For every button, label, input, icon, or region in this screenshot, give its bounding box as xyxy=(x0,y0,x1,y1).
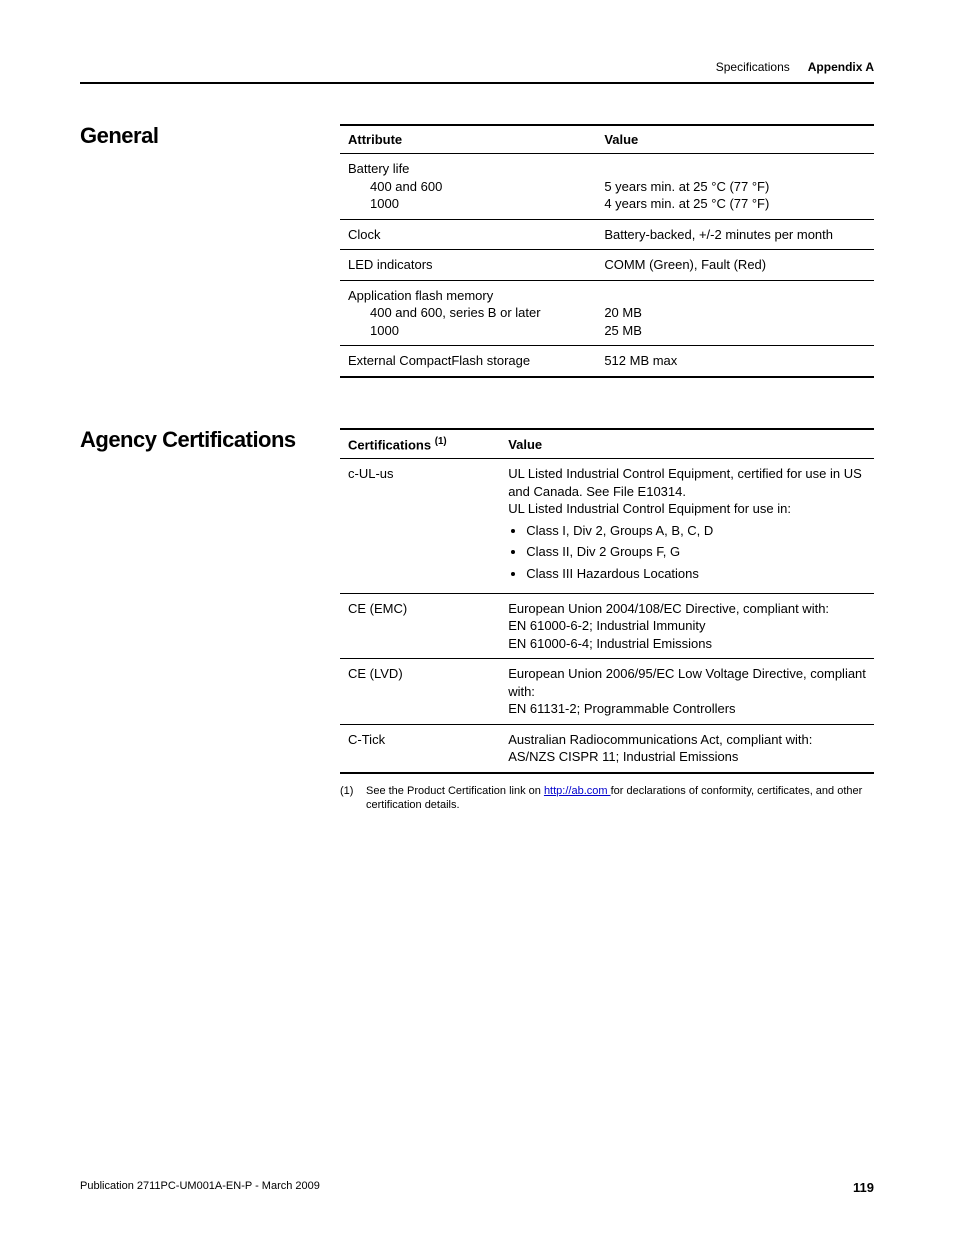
bullet-item: Class III Hazardous Locations xyxy=(526,565,866,583)
cell-value: 20 MB 25 MB xyxy=(596,280,874,346)
footer-page-num: 119 xyxy=(853,1180,874,1195)
cell-value: UL Listed Industrial Control Equipment, … xyxy=(500,459,874,593)
cell-value: Battery-backed, +/-2 minutes per month xyxy=(596,219,874,250)
page-footer: Publication 2711PC-UM001A-EN-P - March 2… xyxy=(80,1180,874,1195)
cell-value: European Union 2006/95/EC Low Voltage Di… xyxy=(500,659,874,725)
value-line: EN 61000-6-2; Industrial Immunity xyxy=(508,618,705,633)
bullet-item: Class I, Div 2, Groups A, B, C, D xyxy=(526,522,866,540)
value-line: European Union 2006/95/EC Low Voltage Di… xyxy=(508,666,866,699)
cell-value: 5 years min. at 25 °C (77 °F) 4 years mi… xyxy=(596,154,874,220)
value-line: 20 MB xyxy=(604,305,642,320)
value-line: UL Listed Industrial Control Equipment f… xyxy=(508,501,791,516)
section-agency: Agency Certifications Certifications (1)… xyxy=(80,428,874,813)
footnote-pre: See the Product Certification link on xyxy=(366,785,544,797)
attr-label: Application flash memory xyxy=(348,288,493,303)
header-specs: Specifications xyxy=(716,60,790,74)
footnote-link[interactable]: http://ab.com xyxy=(544,785,611,797)
cell-value: Australian Radiocommunications Act, comp… xyxy=(500,724,874,773)
table-row: Clock Battery-backed, +/-2 minutes per m… xyxy=(340,219,874,250)
cell-cert: CE (EMC) xyxy=(340,593,500,659)
agency-table: Certifications (1) Value c-UL-us UL List… xyxy=(340,428,874,774)
table-header-row: Attribute Value xyxy=(340,125,874,154)
page-container: Specifications Appendix A General Attrib… xyxy=(0,0,954,1235)
value-line: Australian Radiocommunications Act, comp… xyxy=(508,732,812,747)
general-table: Attribute Value Battery life 400 and 600… xyxy=(340,124,874,378)
section-body-general: Attribute Value Battery life 400 and 600… xyxy=(340,124,874,378)
cell-value: 512 MB max xyxy=(596,346,874,377)
table-row: LED indicators COMM (Green), Fault (Red) xyxy=(340,250,874,281)
cell-value: European Union 2004/108/EC Directive, co… xyxy=(500,593,874,659)
cell-cert: C-Tick xyxy=(340,724,500,773)
value-line: UL Listed Industrial Control Equipment, … xyxy=(508,466,862,499)
table-row: CE (LVD) European Union 2006/95/EC Low V… xyxy=(340,659,874,725)
header-appendix: Appendix A xyxy=(808,60,874,74)
cell-attr: Application flash memory 400 and 600, se… xyxy=(340,280,596,346)
table-header-row: Certifications (1) Value xyxy=(340,429,874,459)
section-general: General Attribute Value Battery life 400… xyxy=(80,124,874,378)
bullet-list: Class I, Div 2, Groups A, B, C, D Class … xyxy=(508,522,866,583)
value-line: European Union 2004/108/EC Directive, co… xyxy=(508,601,829,616)
attr-sub: 400 and 600 xyxy=(348,178,588,196)
cell-attr: External CompactFlash storage xyxy=(340,346,596,377)
col-attribute: Attribute xyxy=(340,125,596,154)
table-row: External CompactFlash storage 512 MB max xyxy=(340,346,874,377)
col-cert-label: Certifications xyxy=(348,437,431,452)
col-cert-sup: (1) xyxy=(435,436,447,447)
value-line: AS/NZS CISPR 11; Industrial Emissions xyxy=(508,749,738,764)
table-row: CE (EMC) European Union 2004/108/EC Dire… xyxy=(340,593,874,659)
col-value: Value xyxy=(500,429,874,459)
footnote-text: See the Product Certification link on ht… xyxy=(366,784,874,813)
footer-pub: Publication 2711PC-UM001A-EN-P - March 2… xyxy=(80,1180,320,1195)
section-title-general: General xyxy=(80,124,320,378)
value-line: EN 61131-2; Programmable Controllers xyxy=(508,701,735,716)
table-row: Battery life 400 and 600 1000 5 years mi… xyxy=(340,154,874,220)
col-value: Value xyxy=(596,125,874,154)
bullet-item: Class II, Div 2 Groups F, G xyxy=(526,543,866,561)
cell-cert: c-UL-us xyxy=(340,459,500,593)
section-body-agency: Certifications (1) Value c-UL-us UL List… xyxy=(340,428,874,813)
cell-value: COMM (Green), Fault (Red) xyxy=(596,250,874,281)
value-line: EN 61000-6-4; Industrial Emissions xyxy=(508,636,712,651)
table-row: Application flash memory 400 and 600, se… xyxy=(340,280,874,346)
attr-sub: 1000 xyxy=(348,322,588,340)
cell-attr: Clock xyxy=(340,219,596,250)
page-header: Specifications Appendix A xyxy=(80,60,874,84)
value-line: 25 MB xyxy=(604,323,642,338)
value-line: 4 years min. at 25 °C (77 °F) xyxy=(604,196,769,211)
attr-sub: 1000 xyxy=(348,195,588,213)
section-title-agency: Agency Certifications xyxy=(80,428,320,813)
attr-label: Battery life xyxy=(348,161,409,176)
value-line: 5 years min. at 25 °C (77 °F) xyxy=(604,179,769,194)
cell-attr: Battery life 400 and 600 1000 xyxy=(340,154,596,220)
cell-attr: LED indicators xyxy=(340,250,596,281)
attr-sub: 400 and 600, series B or later xyxy=(348,304,588,322)
table-row: c-UL-us UL Listed Industrial Control Equ… xyxy=(340,459,874,593)
col-cert: Certifications (1) xyxy=(340,429,500,459)
footnote-num: (1) xyxy=(340,784,358,813)
footnote: (1) See the Product Certification link o… xyxy=(340,784,874,813)
cell-cert: CE (LVD) xyxy=(340,659,500,725)
table-row: C-Tick Australian Radiocommunications Ac… xyxy=(340,724,874,773)
